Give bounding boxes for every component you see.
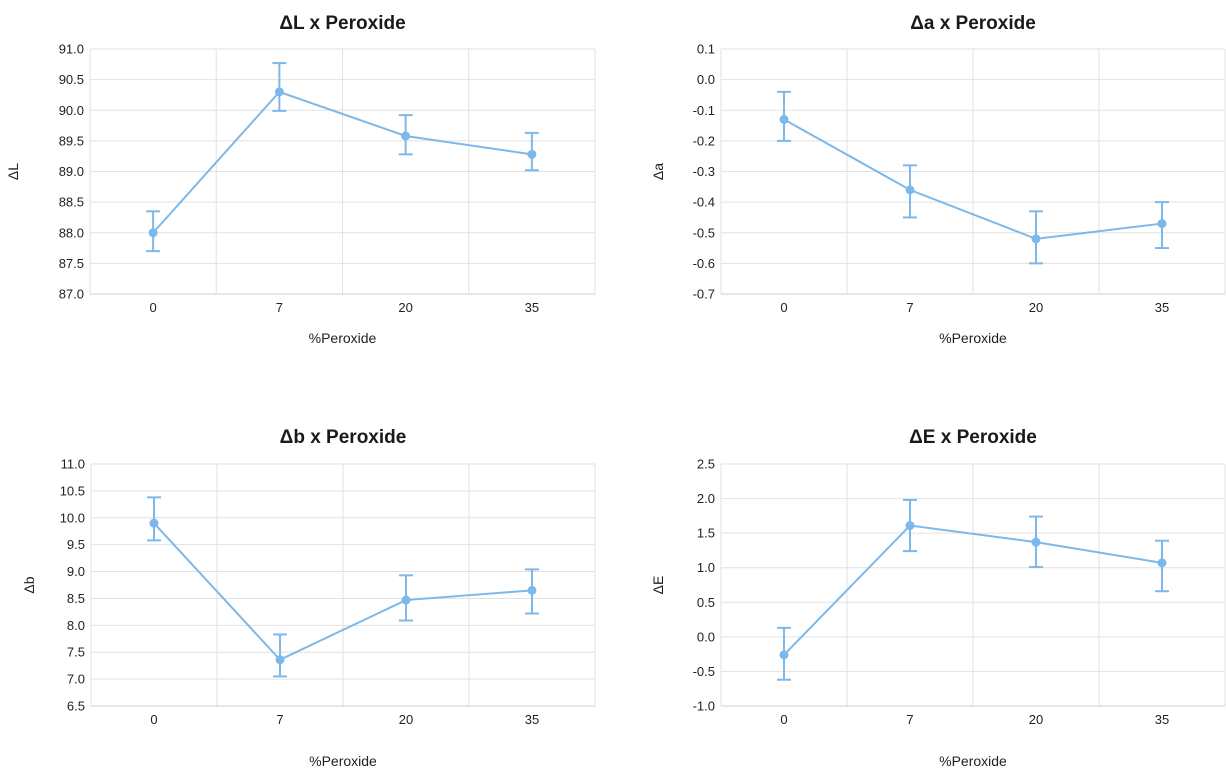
data-point (779, 114, 789, 124)
y-tick-label: 89.0 (59, 164, 84, 179)
y-tick-label: 6.5 (67, 699, 85, 714)
x-tick-label: 0 (150, 300, 157, 315)
y-tick-label: 10.5 (60, 483, 85, 498)
x-tick-label: 35 (1155, 712, 1169, 727)
y-tick-label: 8.0 (67, 618, 85, 633)
data-point (149, 518, 159, 528)
y-tick-label: 7.0 (67, 672, 85, 687)
data-point (275, 655, 285, 665)
y-tick-label: -1.0 (693, 699, 715, 714)
x-tick-label: 0 (150, 712, 157, 727)
y-tick-label: -0.5 (693, 225, 715, 240)
y-tick-label: 9.0 (67, 564, 85, 579)
data-point (1031, 537, 1041, 547)
data-point (779, 650, 789, 660)
y-tick-label: -0.4 (693, 195, 715, 210)
data-point (527, 149, 537, 159)
y-axis-label: ΔL (5, 163, 21, 180)
series-line (152, 90, 533, 234)
series-line (783, 524, 1163, 656)
x-tick-label: 35 (525, 300, 539, 315)
y-tick-label: 87.5 (59, 256, 84, 271)
x-axis-label: %Peroxide (939, 753, 1007, 769)
y-tick-label: 0.1 (697, 42, 715, 57)
x-tick-label: 20 (398, 300, 412, 315)
y-tick-label: 0.0 (697, 629, 715, 644)
y-tick-label: -0.1 (693, 103, 715, 118)
y-axis-label: Δa (650, 163, 666, 180)
x-tick-label: 20 (1029, 712, 1043, 727)
y-axis-label: ΔE (650, 576, 666, 595)
x-tick-label: 35 (525, 712, 539, 727)
x-tick-label: 7 (906, 300, 913, 315)
y-tick-label: 1.0 (697, 560, 715, 575)
chart-title: ΔL x Peroxide (279, 13, 405, 34)
data-point (401, 595, 411, 605)
y-tick-label: 91.0 (59, 42, 84, 57)
x-tick-label: 7 (906, 712, 913, 727)
x-tick-label: 0 (780, 300, 787, 315)
data-point (527, 585, 537, 595)
y-tick-label: 87.0 (59, 287, 84, 302)
y-tick-label: -0.7 (693, 287, 715, 302)
x-axis-label: %Peroxide (309, 753, 377, 769)
y-tick-label: 0.0 (697, 72, 715, 87)
y-axis-label: Δb (21, 576, 37, 593)
chart-panel-2: Δa x Peroxide -0.7 -0.6 -0.5 -0.4 -0.3 -0.2 -0.… (650, 13, 1226, 346)
y-tick-label: 2.0 (697, 491, 715, 506)
chart-panel-3: Δb x Peroxide 6.5 7.0 7.5 8.0 8.5 9.0 9.5 10.0 10… (21, 427, 596, 769)
y-tick-label: 8.5 (67, 591, 85, 606)
series-line (153, 522, 533, 661)
y-tick-label: 0.5 (697, 595, 715, 610)
y-tick-label: -0.3 (693, 164, 715, 179)
chart-title: Δb x Peroxide (280, 427, 407, 448)
y-tick-label: 2.5 (697, 457, 715, 472)
data-point (1031, 234, 1041, 244)
data-point (401, 131, 411, 141)
y-tick-label: 9.5 (67, 537, 85, 552)
chart-panel-4: ΔE x Peroxide -1.0 -0.5 0.0 0.5 1.0 1.5 2.0 2.5 0… (650, 427, 1226, 769)
y-tick-label: 7.5 (67, 645, 85, 660)
data-point (905, 185, 915, 195)
x-tick-label: 20 (1029, 300, 1043, 315)
x-tick-label: 0 (780, 712, 787, 727)
data-point (1157, 219, 1167, 229)
y-tick-label: 89.5 (59, 133, 84, 148)
y-tick-label: 11.0 (61, 457, 85, 472)
y-tick-label: -0.5 (693, 664, 715, 679)
data-point (905, 521, 915, 531)
series-line (783, 118, 1163, 240)
data-point (148, 228, 158, 238)
x-tick-label: 7 (276, 712, 283, 727)
data-point (1157, 558, 1167, 568)
y-tick-label: 88.5 (59, 195, 84, 210)
y-tick-label: -0.2 (693, 133, 715, 148)
y-tick-label: -0.6 (693, 256, 715, 271)
chart-title: Δa x Peroxide (910, 13, 1036, 34)
y-tick-label: 10.0 (60, 510, 85, 525)
x-tick-label: 20 (399, 712, 413, 727)
x-axis-label: %Peroxide (939, 330, 1007, 346)
y-tick-label: 90.0 (59, 103, 84, 118)
y-tick-label: 88.0 (59, 225, 84, 240)
y-tick-label: 90.5 (59, 72, 84, 87)
y-tick-label: 1.5 (697, 526, 715, 541)
chart-panel-1: ΔL x Peroxide 87.0 87.5 88.0 88.5 89.0 89.5 90.… (5, 13, 596, 346)
data-point (274, 87, 284, 97)
chart-title: ΔE x Peroxide (909, 427, 1037, 448)
x-axis-label: %Peroxide (309, 330, 377, 346)
x-tick-label: 35 (1155, 300, 1169, 315)
x-tick-label: 7 (276, 300, 283, 315)
